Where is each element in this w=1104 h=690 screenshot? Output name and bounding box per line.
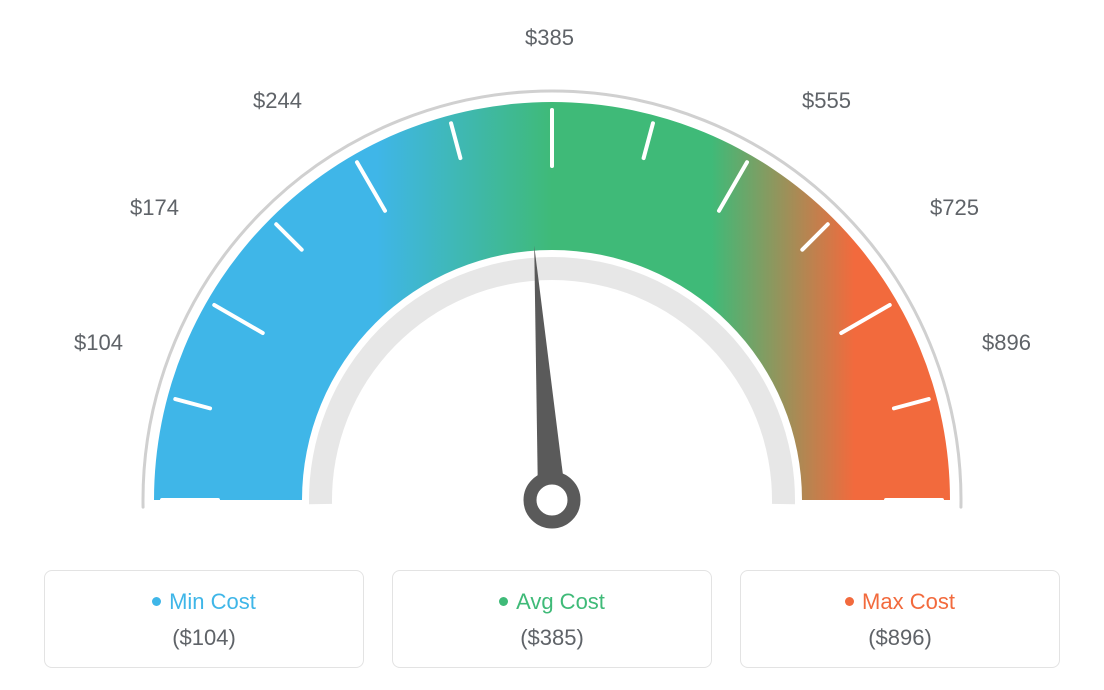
legend-value-avg: ($385)	[403, 625, 701, 651]
gauge-area: $104 $174 $244 $385 $555 $725 $896	[0, 0, 1104, 560]
legend-card-min: Min Cost ($104)	[44, 570, 364, 668]
legend-card-max: Max Cost ($896)	[740, 570, 1060, 668]
legend-value-max: ($896)	[751, 625, 1049, 651]
scale-label: $896	[982, 330, 1031, 356]
scale-label: $104	[74, 330, 123, 356]
legend-title-min: Min Cost	[55, 589, 353, 615]
legend-card-avg: Avg Cost ($385)	[392, 570, 712, 668]
legend-value-min: ($104)	[55, 625, 353, 651]
gauge-chart-container: $104 $174 $244 $385 $555 $725 $896 Min Cost ($…	[0, 0, 1104, 690]
legend-label-avg: Avg Cost	[516, 589, 605, 614]
legend-label-min: Min Cost	[169, 589, 256, 614]
scale-label: $244	[253, 88, 302, 114]
scale-label: $174	[130, 195, 179, 221]
scale-label: $555	[802, 88, 851, 114]
legend-title-max: Max Cost	[751, 589, 1049, 615]
scale-label: $385	[525, 25, 574, 51]
legend-label-max: Max Cost	[862, 589, 955, 614]
legend-title-avg: Avg Cost	[403, 589, 701, 615]
scale-label: $725	[930, 195, 979, 221]
legend-row: Min Cost ($104) Avg Cost ($385) Max Cost…	[0, 570, 1104, 668]
dot-icon	[845, 597, 854, 606]
gauge-svg	[0, 0, 1104, 560]
dot-icon	[499, 597, 508, 606]
dot-icon	[152, 597, 161, 606]
